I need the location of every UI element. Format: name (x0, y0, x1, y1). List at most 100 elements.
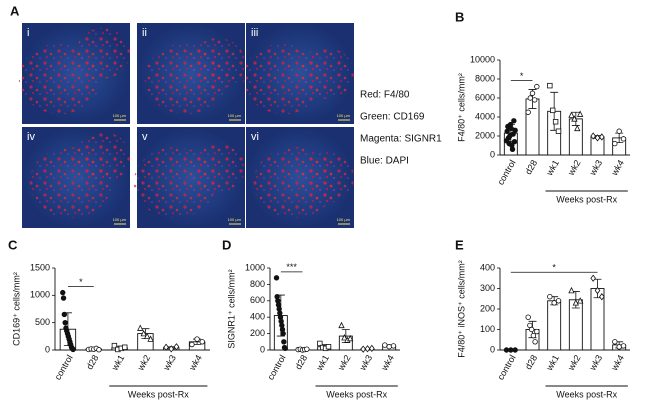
x-tick-label: wk1 (314, 353, 331, 373)
data-point (555, 298, 562, 304)
data-point (532, 339, 538, 345)
data-point (547, 82, 553, 89)
data-point (552, 119, 559, 125)
x-tick-label: wk3 (357, 353, 374, 373)
data-point (60, 289, 66, 296)
data-point (620, 343, 627, 349)
data-point (576, 110, 584, 117)
data-point (534, 83, 540, 90)
y-axis-label: F4/80⁺ iNOS⁺ cells/mm² (456, 260, 466, 358)
data-point (508, 347, 514, 353)
group-label: Weeks post-Rx (556, 389, 617, 399)
x-tick-label: wk3 (587, 158, 604, 178)
panel-letter: D (222, 237, 231, 252)
micrograph-panel: A i 100 µm ii 100 µm iii 100 µm iv 100 µm v 100 µ… (10, 3, 354, 228)
data-point (62, 319, 68, 326)
data-point (189, 341, 195, 348)
x-tick-label: wk3 (161, 353, 178, 373)
data-point (574, 124, 581, 132)
stain-legend: Green: CD169 (360, 112, 425, 123)
data-point (338, 321, 345, 329)
data-point (346, 334, 354, 342)
significance-label: * (520, 71, 524, 81)
data-point (511, 138, 518, 145)
data-point (512, 347, 518, 353)
stain-legend: Blue: DAPI (360, 156, 409, 167)
x-tick-label: d28 (523, 158, 539, 176)
micrograph-label: i (27, 27, 29, 39)
scale-bar-label: 100 µm (113, 113, 127, 118)
data-point (612, 140, 618, 147)
x-tick-label: wk1 (544, 158, 561, 178)
y-axis-label: SIGNR1⁺ cells/mm² (226, 269, 236, 348)
y-tick-label: 0 (490, 344, 495, 354)
data-point (530, 332, 537, 339)
data-point (568, 286, 575, 294)
data-point (60, 295, 67, 301)
x-tick-label: wk4 (187, 353, 204, 373)
data-point (364, 345, 371, 353)
tissue-region (300, 152, 354, 203)
y-tick-label: 4000 (475, 111, 495, 121)
data-point (599, 293, 605, 301)
data-point (612, 339, 618, 345)
x-tick-label: wk4 (609, 158, 626, 178)
data-point (390, 343, 397, 349)
x-tick-label: control (495, 353, 517, 381)
data-point (568, 111, 575, 118)
data-point (620, 136, 627, 142)
data-point (590, 274, 596, 282)
y-tick-label: 2000 (475, 130, 495, 140)
data-point (572, 299, 580, 306)
y-tick-label: 400 (250, 312, 265, 322)
y-tick-label: 600 (250, 295, 265, 305)
data-point (194, 336, 200, 342)
data-point (199, 339, 205, 345)
micrograph-label: iv (27, 131, 35, 143)
scale-bar-label: 100 µm (337, 217, 351, 222)
stain-legend: Red: F4/80 (360, 90, 410, 101)
x-tick-label: wk3 (587, 353, 604, 373)
x-tick-label: d28 (84, 353, 100, 371)
x-tick-label: wk1 (544, 353, 561, 373)
y-tick-label: 1000 (245, 262, 265, 272)
group-label: Weeks post-Rx (326, 389, 387, 399)
micrograph-label: v (142, 131, 148, 143)
y-tick-label: 500 (35, 317, 50, 327)
y-tick-label: 10000 (470, 54, 495, 64)
y-tick-label: 400 (480, 262, 495, 272)
data-point (325, 344, 332, 350)
data-point (140, 329, 147, 337)
group-label: Weeks post-Rx (556, 194, 617, 204)
data-point (341, 334, 348, 341)
y-tick-label: 200 (480, 303, 495, 313)
x-tick-label: wk4 (379, 353, 396, 373)
data-point (616, 344, 622, 350)
data-point (137, 324, 144, 331)
panel-letter: E (455, 237, 464, 252)
y-tick-label: 0 (45, 344, 50, 354)
x-tick-label: wk2 (565, 158, 582, 178)
data-point (525, 109, 531, 115)
data-point (61, 311, 68, 318)
panel-letter: B (455, 9, 464, 24)
tissue-region (300, 48, 354, 99)
data-point (382, 342, 388, 348)
data-point (122, 344, 128, 350)
y-axis-label: CD169⁺ cells/mm² (11, 272, 21, 346)
y-axis-label: F4/80⁺ cells/mm² (456, 73, 466, 142)
x-tick-label: wk2 (565, 353, 582, 373)
data-point (70, 346, 76, 353)
data-point (163, 343, 169, 351)
significance-label: * (79, 277, 83, 287)
y-tick-label: 1500 (30, 262, 50, 272)
panel-letter: C (8, 237, 18, 252)
y-tick-label: 200 (250, 328, 265, 338)
y-tick-label: 0 (260, 344, 265, 354)
y-tick-label: 0 (490, 149, 495, 159)
data-point (590, 132, 596, 140)
data-point (96, 347, 102, 353)
x-tick-label: d28 (293, 353, 309, 371)
x-tick-label: control (495, 158, 517, 186)
